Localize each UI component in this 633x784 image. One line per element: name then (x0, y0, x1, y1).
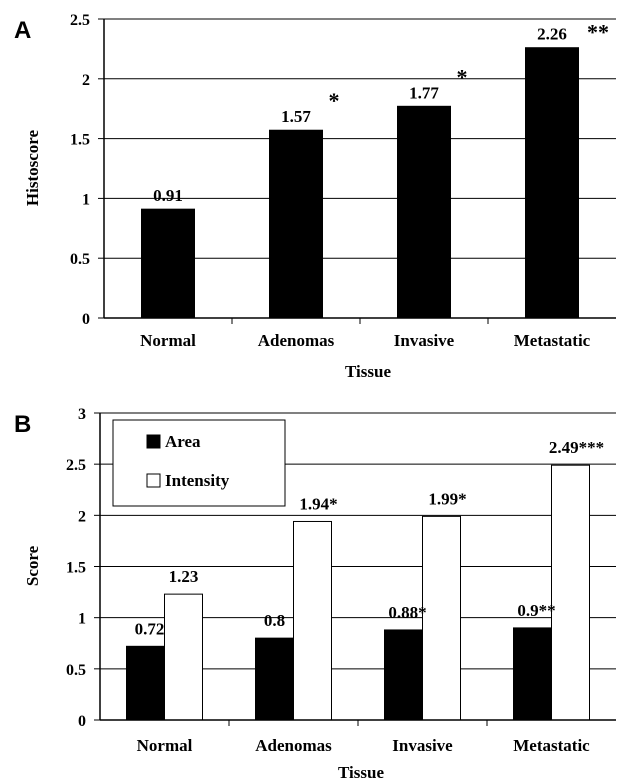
x-category-labels-b: Normal Adenomas Invasive Metastatic (137, 736, 591, 755)
y-tick-label: 1 (78, 611, 86, 628)
x-category-label: Invasive (392, 736, 453, 755)
data-label-area: 0.88* (388, 603, 426, 622)
x-category-labels-a: Normal Adenomas Invasive Metastatic (140, 331, 591, 350)
y-tick-labels-b: 0 0.5 1 1.5 2 2.5 3 (66, 406, 86, 730)
x-category-label: Normal (140, 331, 196, 350)
legend-box (112, 419, 286, 507)
x-axis-title-b: Tissue (338, 763, 384, 782)
x-category-label: Normal (137, 736, 193, 755)
panel-letter-b: B (14, 411, 31, 438)
panel-letter-a: A (14, 17, 31, 44)
data-label-area: 0.72 (135, 619, 165, 638)
y-tick-label: 2.5 (70, 12, 90, 29)
bar (269, 129, 323, 319)
x-category-label: Adenomas (258, 331, 335, 350)
bar (141, 208, 195, 319)
chart-panel-b: B 0 0.5 1 1.5 2 2.5 3 Normal Adenomas Invasive Me… (14, 406, 616, 782)
x-category-label: Metastatic (513, 736, 590, 755)
data-label-intensity: 1.23 (169, 567, 199, 586)
data-label: 0.91 (153, 186, 183, 205)
y-tick-labels-a: 0 0.5 1 1.5 2 2.5 (70, 12, 90, 328)
bars-a (141, 47, 579, 319)
bar-area (126, 645, 165, 721)
data-label-area: 0.8 (264, 611, 285, 630)
y-tick-label: 1.5 (66, 560, 86, 577)
legend-b: Area Intensity (112, 419, 286, 507)
significance-marker: * (457, 64, 468, 89)
significance-marker: ** (587, 20, 609, 45)
data-label: 2.26 (537, 25, 567, 44)
axes-a (98, 18, 616, 324)
bar-intensity (422, 515, 461, 721)
y-tick-label: 3 (78, 406, 86, 423)
legend-swatch-intensity (146, 473, 161, 488)
data-label-intensity: 1.94* (299, 494, 337, 513)
axes-b (94, 412, 616, 726)
y-axis-title-a: Histoscore (23, 129, 42, 206)
x-category-label: Metastatic (514, 331, 591, 350)
y-tick-label: 0 (82, 311, 90, 328)
y-tick-label: 2 (78, 508, 86, 525)
data-labels-b: 0.72 1.23 0.8 1.94* 0.88* 1.99* 0.9** 2.49*** (135, 438, 605, 638)
legend-label-area: Area (165, 432, 201, 451)
y-tick-label: 2.5 (66, 457, 86, 474)
bar-area (513, 627, 552, 721)
data-label-area: 0.9** (517, 601, 555, 620)
bars-b (126, 464, 590, 721)
y-tick-label: 1 (82, 191, 90, 208)
significance-marker: * (329, 88, 340, 113)
bar (525, 47, 579, 319)
bar-intensity (551, 464, 590, 721)
bar (397, 105, 451, 319)
data-labels-a: 0.91 1.57 * 1.77 * 2.26 ** (153, 20, 609, 205)
y-tick-label: 0.5 (66, 662, 86, 679)
data-label-intensity: 2.49*** (549, 438, 604, 457)
x-category-label: Invasive (394, 331, 455, 350)
y-tick-label: 2 (82, 72, 90, 89)
data-label: 1.77 (409, 83, 439, 102)
x-category-label: Adenomas (255, 736, 332, 755)
y-tick-label: 1.5 (70, 132, 90, 149)
chart-panel-a: A 0 0.5 1 1.5 2 2.5 Normal Adenomas Invasive Met… (14, 12, 616, 381)
x-axis-title-a: Tissue (345, 362, 391, 381)
bar-area (255, 637, 294, 721)
bar-area (384, 629, 423, 721)
data-label: 1.57 (281, 107, 311, 126)
y-axis-title-b: Score (23, 545, 42, 586)
y-tick-label: 0 (78, 713, 86, 730)
bar-intensity (164, 593, 203, 721)
legend-label-intensity: Intensity (165, 471, 230, 490)
bar-intensity (293, 520, 332, 721)
legend-swatch-area (146, 434, 161, 449)
data-label-intensity: 1.99* (428, 489, 466, 508)
y-tick-label: 0.5 (70, 251, 90, 268)
